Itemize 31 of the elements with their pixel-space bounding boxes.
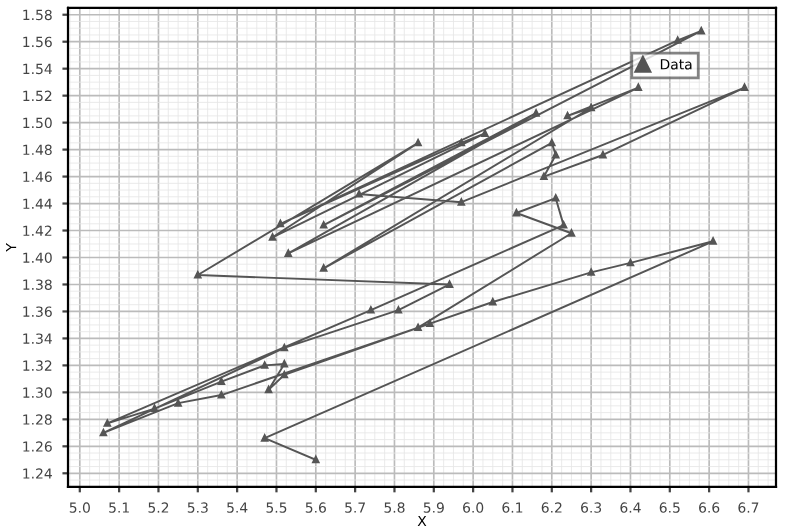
point [355, 190, 363, 198]
point [261, 434, 269, 442]
point [269, 233, 277, 241]
point [626, 259, 634, 267]
point [457, 198, 465, 206]
point [151, 405, 159, 413]
point [284, 249, 292, 257]
point [599, 151, 607, 159]
point [320, 221, 328, 229]
point [261, 361, 269, 369]
point [560, 221, 568, 229]
point [548, 139, 556, 147]
point [587, 268, 595, 276]
point [552, 194, 560, 202]
point [697, 27, 705, 35]
point [709, 237, 717, 245]
point [367, 306, 375, 314]
point [320, 264, 328, 272]
point [512, 209, 520, 217]
point [103, 419, 111, 427]
point [217, 391, 225, 399]
point [174, 399, 182, 407]
point [552, 151, 560, 159]
point [280, 360, 288, 368]
point [194, 271, 202, 279]
point [481, 129, 489, 137]
point [674, 36, 682, 44]
point [567, 229, 575, 237]
point [394, 306, 402, 314]
point [489, 298, 497, 306]
point [532, 109, 540, 117]
